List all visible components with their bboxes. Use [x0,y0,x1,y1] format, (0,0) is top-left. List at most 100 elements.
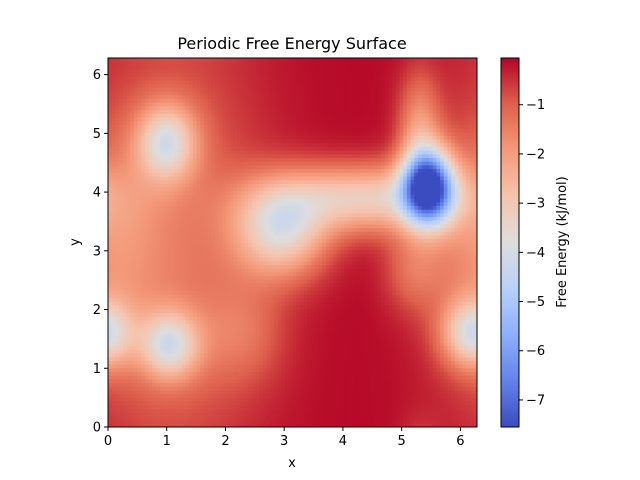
heatmap-cell [417,305,423,310]
heatmap-cell [425,316,430,321]
heatmap-cell [229,331,234,336]
heatmap-cell [406,397,411,402]
heatmap-cell [111,412,116,417]
heatmap-cell [347,253,352,258]
heatmap-cell [381,360,386,365]
heatmap-cell [469,415,474,421]
heatmap-cell [222,294,227,299]
heatmap-cell [200,316,205,321]
heatmap-cell [395,331,400,336]
heatmap-cell [141,301,146,306]
heatmap-cell [137,364,142,369]
heatmap-cell [377,401,382,406]
heatmap-cell [362,367,367,373]
heatmap-cell [336,260,341,266]
heatmap-cell [344,327,349,332]
heatmap-cell [288,275,293,280]
heatmap-cell [462,356,467,361]
heatmap-cell [310,286,316,291]
heatmap-cell [167,382,172,387]
heatmap-cell [277,371,282,376]
heatmap-cell [240,390,245,395]
heatmap-cell [277,419,282,424]
heatmap-cell [211,323,216,328]
heatmap-cell [333,342,338,347]
heatmap-cell [377,319,382,325]
heatmap-cell [266,367,271,373]
heatmap-cell [189,275,194,280]
heatmap-cell [266,275,271,280]
heatmap-cell [115,260,120,266]
heatmap-cell [358,342,364,347]
heatmap-cell [185,246,190,251]
heatmap-cell [436,297,441,302]
heatmap-cell [192,290,197,295]
heatmap-cell [414,379,419,384]
heatmap-cell [170,305,175,310]
heatmap-cell [259,382,264,387]
heatmap-cell [351,338,356,343]
heatmap-cell [395,275,400,280]
heatmap-cell [325,356,330,361]
heatmap-cell [403,386,408,391]
heatmap-cell [155,386,161,391]
heatmap-cell [237,246,242,251]
heatmap-cell [174,294,179,299]
heatmap-cell [115,379,120,384]
heatmap-cell [288,419,293,424]
heatmap-cell [307,386,312,391]
heatmap-cell [377,379,382,384]
heatmap-cell [469,397,474,402]
heatmap-cell [454,301,459,306]
heatmap-cell [274,319,279,325]
heatmap-cell [333,257,338,262]
heatmap-cell [310,249,316,254]
heatmap-cell [366,253,371,258]
heatmap-cell [414,264,419,269]
heatmap-cell [299,360,304,365]
heatmap-cell [240,275,245,280]
heatmap-cell [178,401,183,406]
heatmap-cell [270,257,275,262]
heatmap-cell [152,242,157,247]
heatmap-cell [292,323,297,328]
heatmap-cell [159,415,164,421]
heatmap-cell [473,401,478,406]
heatmap-cell [410,382,415,387]
heatmap-cell [443,319,448,325]
heatmap-cell [355,349,360,354]
heatmap-cell [388,412,393,417]
heatmap-cell [425,283,430,288]
heatmap-cell [314,312,319,317]
heatmap-cell [222,408,227,413]
heatmap-cell [362,257,367,262]
heatmap-cell [218,264,223,269]
heatmap-cell [362,419,367,424]
heatmap-cell [381,316,386,321]
heatmap-cell [262,415,268,421]
heatmap-cell [417,279,423,284]
heatmap-cell [200,338,205,343]
heatmap-cell [322,423,327,428]
heatmap-cell [395,375,400,380]
heatmap-cell [436,260,441,266]
heatmap-cell [292,342,297,347]
heatmap-cell [207,364,212,369]
heatmap-cell [240,338,245,343]
heatmap-cell [218,360,223,365]
heatmap-cell [130,305,135,310]
heatmap-cell [333,367,338,373]
heatmap-cell [336,338,341,343]
heatmap-cell [126,319,131,325]
heatmap-cell [303,253,308,258]
heatmap-cell [262,283,268,288]
heatmap-cell [111,349,116,354]
heatmap-cell [167,379,172,384]
heatmap-cell [443,423,448,428]
heatmap-cell [148,382,153,387]
heatmap-cell [399,345,404,350]
heatmap-cell [237,375,242,380]
heatmap-cell [333,331,338,336]
heatmap-cell [196,404,201,409]
heatmap-cell [322,297,327,302]
